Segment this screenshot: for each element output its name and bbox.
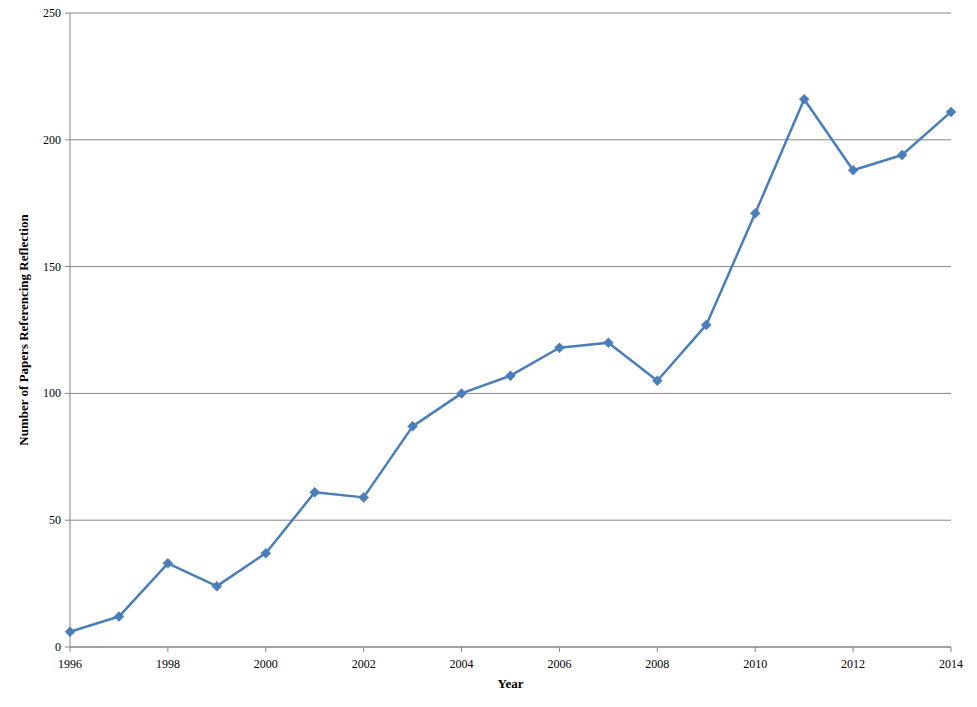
data-marker: [310, 487, 320, 497]
x-tick: [167, 647, 168, 652]
x-tick-label: 2000: [254, 657, 278, 671]
grid-line: [70, 520, 951, 521]
x-tick-label: 2004: [450, 657, 474, 671]
y-tick-label: 50: [49, 513, 61, 527]
grid-line: [70, 139, 951, 140]
data-marker: [750, 208, 760, 218]
data-marker: [359, 492, 369, 502]
data-marker: [114, 612, 124, 622]
grid-line: [70, 393, 951, 394]
y-axis: [70, 13, 71, 647]
x-tick-label: 1996: [58, 657, 82, 671]
y-tick: [65, 139, 70, 140]
chart: 0 50 100 150 200 250 1996 1998 2000 2002 2004 2006 2…: [0, 0, 977, 707]
x-tick: [657, 647, 658, 652]
y-tick: [65, 13, 70, 14]
x-tick: [951, 647, 952, 652]
data-line: [70, 99, 951, 632]
y-tick-label: 100: [43, 386, 61, 400]
data-marker: [652, 376, 662, 386]
y-tick-label: 0: [55, 640, 61, 654]
y-tick: [65, 393, 70, 394]
x-tick-label: 1998: [156, 657, 180, 671]
x-tick: [755, 647, 756, 652]
data-marker: [946, 107, 956, 117]
x-tick-label: 2006: [547, 657, 571, 671]
data-marker: [701, 320, 711, 330]
data-marker: [897, 150, 907, 160]
grid-line: [70, 647, 951, 648]
grid-line: [70, 13, 951, 14]
y-tick: [65, 520, 70, 521]
grid-line: [70, 266, 951, 267]
x-tick-label: 2008: [645, 657, 669, 671]
data-marker: [603, 338, 613, 348]
x-tick: [265, 647, 266, 652]
y-tick: [65, 647, 70, 648]
data-marker: [212, 581, 222, 591]
x-axis-label: Year: [498, 676, 524, 691]
data-marker: [65, 627, 75, 637]
x-tick: [559, 647, 560, 652]
x-tick: [70, 647, 71, 652]
y-tick-label: 150: [43, 260, 61, 274]
x-tick: [853, 647, 854, 652]
data-marker: [799, 94, 809, 104]
x-tick-label: 2012: [841, 657, 865, 671]
y-tick-label: 200: [43, 133, 61, 147]
chart-container: 0 50 100 150 200 250 1996 1998 2000 2002 2004 2006 2…: [0, 0, 977, 707]
x-tick: [363, 647, 364, 652]
plot-area: [65, 94, 956, 637]
x-tick: [461, 647, 462, 652]
data-marker: [408, 421, 418, 431]
y-tick: [65, 266, 70, 267]
data-marker: [848, 165, 858, 175]
data-marker: [163, 558, 173, 568]
x-axis: [70, 647, 951, 648]
data-marker: [261, 548, 271, 558]
y-tick-label: 250: [43, 6, 61, 20]
x-tick-label: 2010: [743, 657, 767, 671]
data-marker: [506, 371, 516, 381]
data-marker: [554, 343, 564, 353]
x-tick-label: 2002: [352, 657, 376, 671]
data-marker: [457, 388, 467, 398]
x-tick-label: 2014: [939, 657, 963, 671]
y-axis-label: Number of Papers Referencing Reflection: [16, 214, 31, 446]
